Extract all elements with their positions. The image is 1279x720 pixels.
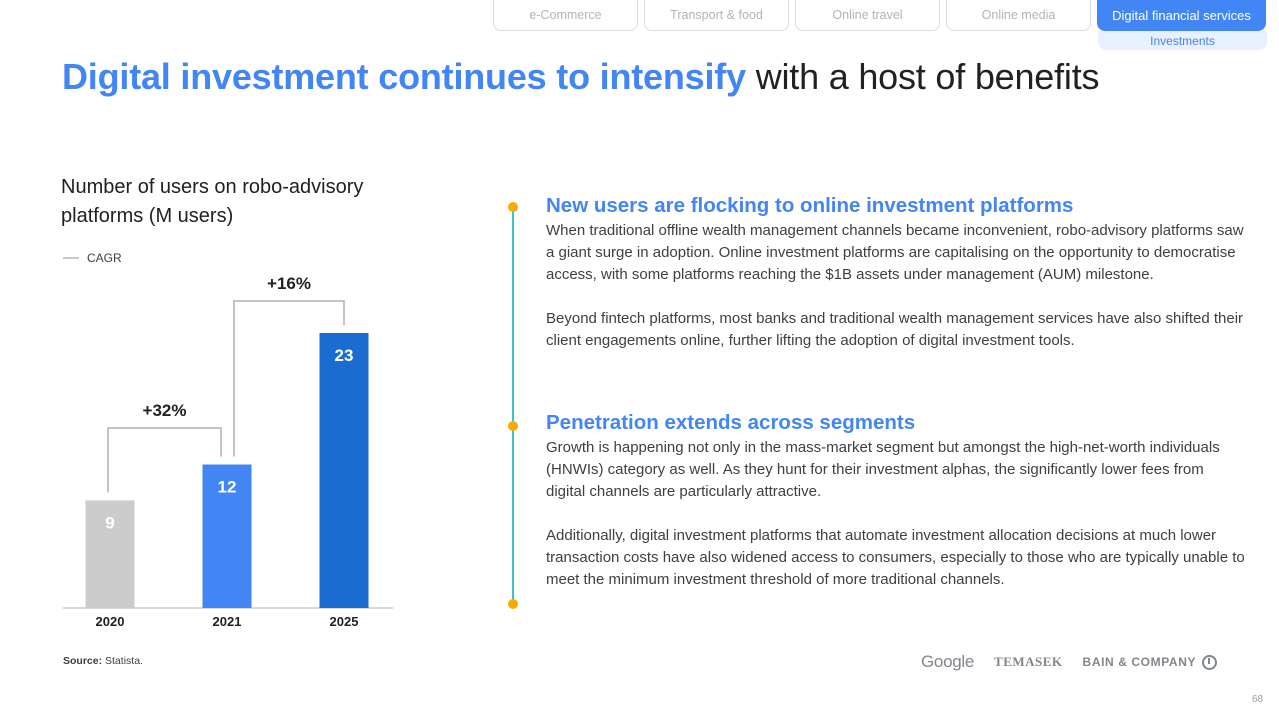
section-paragraph: When traditional offline wealth manageme…: [546, 222, 1244, 283]
source-label: Source:: [63, 655, 103, 667]
page-title-rest: with a host of benefits: [755, 56, 1100, 97]
bar-2021: [202, 464, 252, 608]
cagr-2021-2025-bracket: [233, 300, 345, 457]
google-logo: Google: [921, 652, 975, 671]
temasek-logo: TEMASEK: [994, 654, 1063, 669]
x-tick-label: 2021: [213, 614, 242, 629]
tab-e-commerce[interactable]: e-Commerce: [493, 0, 638, 31]
section-tabs: e-Commerce Transport & food Online trave…: [493, 0, 1266, 31]
source-note: Source: Statista.: [63, 655, 143, 667]
page-number: 68: [1252, 694, 1264, 705]
section-penetration: Penetration extends across segments Grow…: [546, 410, 1246, 591]
tab-transport-food[interactable]: Transport & food: [644, 0, 789, 31]
legend-label: CAGR: [87, 251, 122, 265]
timeline-dot: [508, 202, 518, 212]
bain-logo-text: BAIN & COMPANY: [1082, 655, 1197, 669]
source-text: Statista.: [105, 655, 143, 667]
page-title-accent: Digital investment continues to intensif…: [62, 56, 746, 97]
x-tick-label: 2025: [330, 614, 359, 629]
bain-logo: BAIN & COMPANY: [1082, 654, 1218, 670]
timeline-dot: [508, 421, 518, 431]
cagr-2021-2025-label: +16%: [267, 274, 311, 293]
bar-2020: [85, 500, 135, 608]
chart-legend: CAGR: [63, 251, 122, 265]
cagr-2020-2021-bracket: [107, 427, 222, 493]
bar-value-label: 23: [335, 346, 354, 365]
bar-value-label: 12: [218, 478, 237, 497]
timeline: [505, 200, 521, 612]
legend-line-icon: [63, 257, 79, 259]
chart-title: Number of users on robo-advisory platfor…: [61, 176, 364, 227]
bar-2025: [319, 333, 369, 608]
tab-online-media[interactable]: Online media: [946, 0, 1091, 31]
x-tick-label: 2020: [96, 614, 125, 629]
timeline-dot: [508, 599, 518, 609]
tab-online-travel[interactable]: Online travel: [795, 0, 940, 31]
tab-digital-financial-services[interactable]: Digital financial services: [1097, 0, 1266, 31]
partner-logos: Google TEMASEK BAIN & COMPANY: [921, 652, 1218, 672]
timeline-line: [512, 207, 514, 604]
bar-chart: 9 2020 12 2021 23 2025 +32% +16%: [63, 274, 393, 629]
bar-value-label: 9: [105, 513, 114, 532]
section-new-users: New users are flocking to online investm…: [546, 193, 1246, 352]
page-title: Digital investment continues to intensif…: [62, 56, 1100, 98]
section-paragraph: Additionally, digital investment platfor…: [546, 527, 1245, 588]
bain-clock-icon: [1202, 654, 1218, 670]
section-paragraph: Beyond fintech platforms, most banks and…: [546, 310, 1244, 349]
subtab-investments[interactable]: Investments: [1098, 31, 1267, 50]
section-paragraph: Growth is happening not only in the mass…: [546, 439, 1220, 500]
section-heading: New users are flocking to online investm…: [546, 194, 1074, 217]
section-heading: Penetration extends across segments: [546, 411, 916, 434]
cagr-2020-2021-label: +32%: [143, 401, 187, 420]
